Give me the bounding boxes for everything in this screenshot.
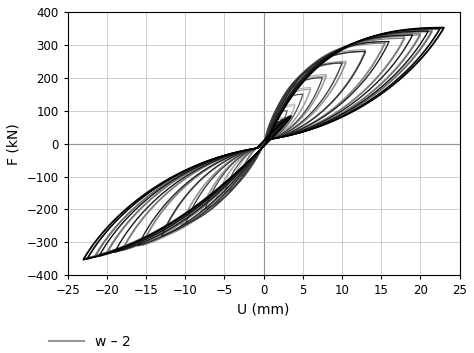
X-axis label: U (mm): U (mm) — [237, 303, 290, 317]
Y-axis label: F (kN): F (kN) — [7, 123, 21, 164]
Legend: w – 2: w – 2 — [43, 330, 136, 353]
